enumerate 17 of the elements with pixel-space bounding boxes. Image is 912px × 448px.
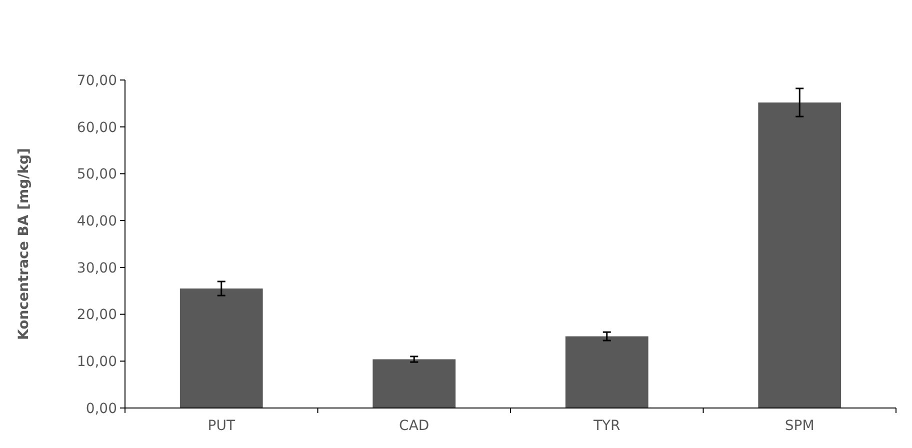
y-tick-label: 0,00 <box>86 400 117 417</box>
y-axis-title: Koncentrace BA [mg/kg] <box>16 148 32 340</box>
x-tick-label: SPM <box>784 418 814 434</box>
x-tick-label: TYR <box>592 418 621 434</box>
x-tick-label: CAD <box>399 418 430 434</box>
y-tick-label: 40,00 <box>76 213 117 230</box>
bar <box>758 102 842 408</box>
y-tick-label: 20,00 <box>76 307 117 324</box>
y-tick-label: 70,00 <box>76 72 117 89</box>
bar <box>565 336 648 408</box>
bar <box>180 288 263 408</box>
y-tick-label: 30,00 <box>76 260 117 276</box>
y-tick-label: 10,00 <box>76 354 117 370</box>
x-tick-label: PUT <box>208 418 236 434</box>
bar <box>372 359 456 408</box>
y-tick-label: 50,00 <box>76 166 117 183</box>
y-tick-label: 60,00 <box>76 120 117 136</box>
